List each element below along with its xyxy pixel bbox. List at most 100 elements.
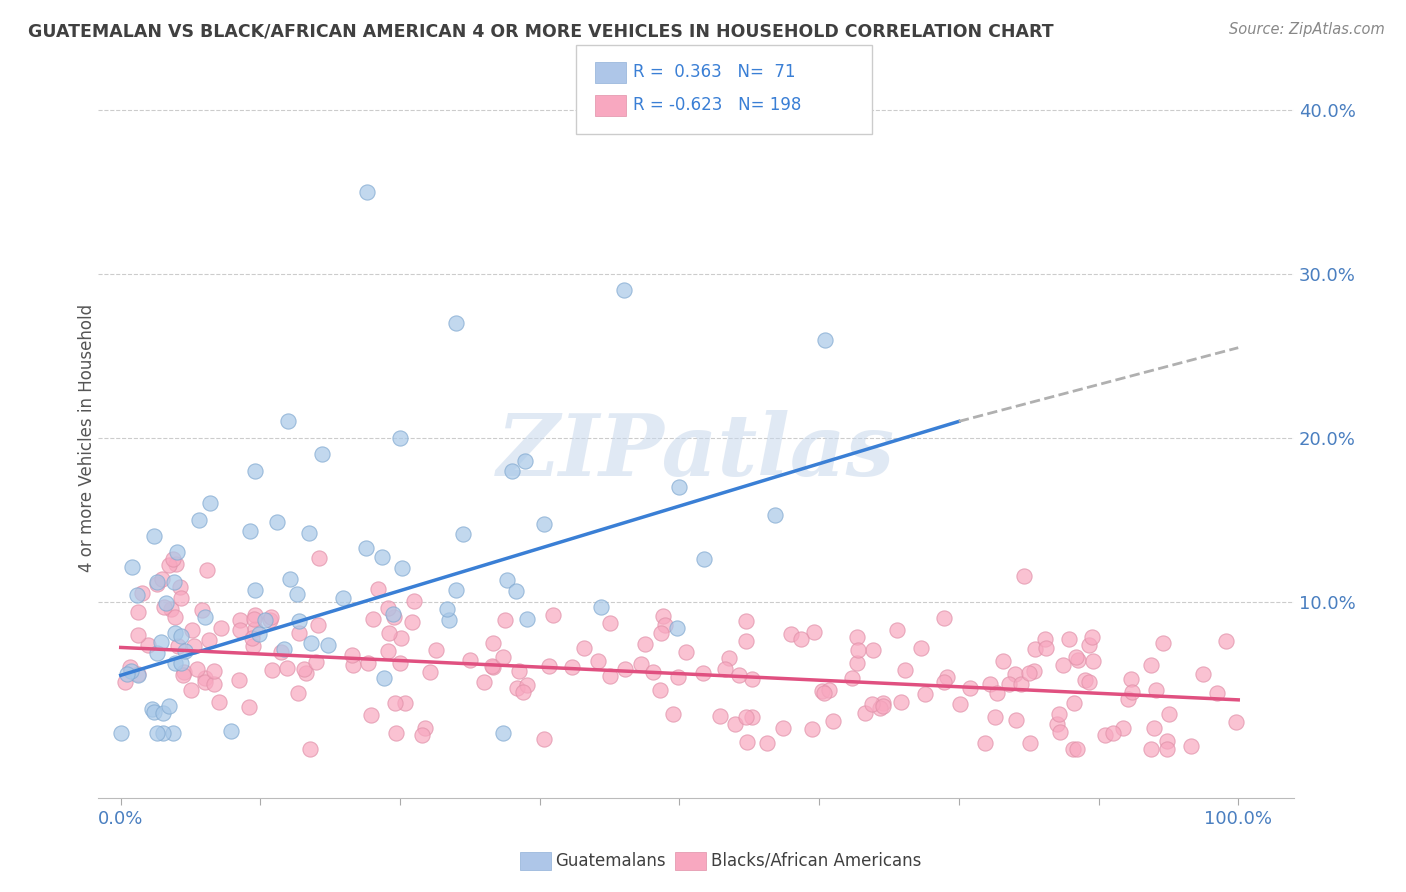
Point (141, 702, 163, 716)
Text: Guatemalans: Guatemalans (555, 852, 666, 870)
Point (1049, 724, 1071, 739)
Point (288, 625, 311, 640)
Point (378, 625, 401, 640)
Point (998, 677, 1021, 691)
Point (1112, 721, 1135, 735)
Point (533, 731, 555, 746)
Point (180, 683, 202, 698)
Point (803, 625, 825, 640)
Point (1024, 664, 1046, 678)
Point (298, 526, 321, 541)
Point (482, 660, 505, 674)
Point (127, 667, 149, 681)
Point (159, 698, 181, 713)
Point (202, 677, 225, 691)
Point (1018, 736, 1040, 750)
Point (152, 725, 174, 739)
Point (194, 610, 217, 624)
Point (198, 633, 221, 648)
Point (789, 632, 811, 646)
Point (169, 591, 191, 605)
Point (1004, 714, 1026, 728)
Point (986, 686, 1008, 700)
Point (373, 671, 395, 685)
Point (508, 664, 530, 678)
Point (890, 695, 912, 709)
Point (163, 657, 186, 671)
Point (505, 583, 527, 598)
Point (247, 627, 270, 641)
Point (515, 454, 537, 468)
Point (501, 464, 523, 478)
Point (228, 673, 250, 687)
Point (872, 698, 894, 713)
Point (194, 675, 217, 690)
Point (1156, 734, 1178, 748)
Point (1180, 739, 1202, 754)
Point (763, 508, 786, 522)
Point (411, 728, 433, 742)
Point (238, 700, 260, 714)
Point (181, 623, 204, 637)
Point (198, 496, 221, 510)
Point (846, 630, 869, 644)
Point (127, 628, 149, 642)
Point (356, 185, 378, 199)
Point (1102, 726, 1125, 740)
Point (1094, 728, 1116, 742)
Point (1010, 677, 1032, 691)
Point (285, 587, 308, 601)
Point (361, 612, 384, 626)
Point (391, 561, 413, 575)
Point (561, 660, 583, 674)
Point (219, 723, 242, 738)
Point (266, 515, 288, 529)
Point (1066, 742, 1088, 756)
Point (1143, 721, 1166, 735)
Text: ZIPatlas: ZIPatlas (498, 410, 896, 494)
Point (207, 695, 229, 709)
Point (419, 665, 441, 679)
Point (936, 671, 959, 685)
Point (308, 550, 330, 565)
Point (654, 618, 676, 632)
Point (170, 629, 193, 643)
Point (756, 735, 779, 749)
Point (630, 657, 652, 671)
Point (278, 572, 301, 586)
Point (437, 613, 460, 627)
Point (869, 701, 891, 715)
Text: R = -0.623   N= 198: R = -0.623 N= 198 (633, 96, 801, 114)
Point (675, 645, 697, 659)
Point (668, 480, 690, 494)
Point (910, 640, 932, 655)
Point (1018, 666, 1040, 681)
Point (436, 602, 458, 616)
Point (717, 651, 740, 665)
Point (735, 634, 758, 648)
Point (772, 721, 794, 735)
Point (886, 624, 908, 638)
Point (860, 697, 883, 711)
Point (287, 686, 309, 700)
Point (163, 626, 186, 640)
Point (153, 599, 176, 614)
Point (415, 722, 437, 736)
Point (451, 526, 474, 541)
Point (1081, 630, 1104, 644)
Point (356, 657, 378, 671)
Point (735, 614, 758, 628)
Point (735, 710, 758, 724)
Point (641, 665, 664, 680)
Point (1047, 706, 1070, 721)
Point (150, 635, 173, 649)
Point (1139, 742, 1161, 756)
Point (780, 627, 803, 641)
Point (662, 706, 685, 721)
Point (174, 644, 197, 658)
Point (173, 665, 195, 679)
Point (591, 600, 613, 615)
Point (1144, 682, 1167, 697)
Point (299, 636, 322, 650)
Text: Blacks/African Americans: Blacks/African Americans (711, 852, 922, 870)
